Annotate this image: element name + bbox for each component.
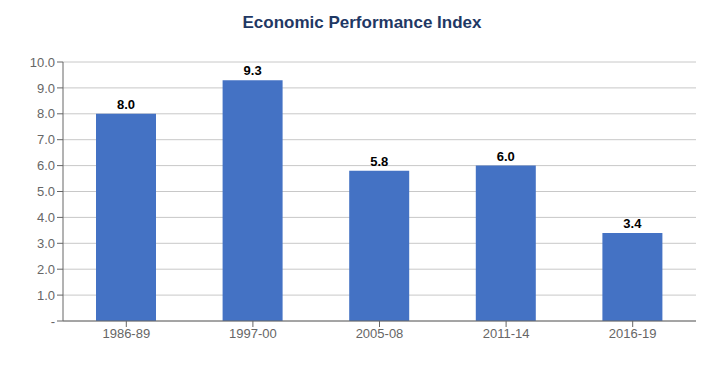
html-text:Economic Performance Index: Economic Performance Index xyxy=(242,13,482,32)
svg-text:2005-08: 2005-08 xyxy=(356,326,404,341)
svg-text:7.0: 7.0 xyxy=(37,132,55,147)
svg-text:5.0: 5.0 xyxy=(37,184,55,199)
svg-text:3.4: 3.4 xyxy=(623,216,642,231)
svg-text:9.0: 9.0 xyxy=(37,81,55,96)
svg-text:10.0: 10.0 xyxy=(30,55,55,70)
svg-text:2.0: 2.0 xyxy=(37,262,55,277)
svg-text:5.8: 5.8 xyxy=(370,154,388,169)
svg-text:6.0: 6.0 xyxy=(37,158,55,173)
svg-text:3.0: 3.0 xyxy=(37,236,55,251)
svg-text:6.0: 6.0 xyxy=(497,149,515,164)
svg-text:1.0: 1.0 xyxy=(37,288,55,303)
svg-text:2011-14: 2011-14 xyxy=(483,326,530,341)
svg-text:9.3: 9.3 xyxy=(244,63,262,78)
svg-text:8.0: 8.0 xyxy=(117,97,135,112)
svg-text:1997-00: 1997-00 xyxy=(229,326,277,341)
svg-text:8.0: 8.0 xyxy=(37,106,55,121)
svg-text:-: - xyxy=(51,314,55,329)
svg-text:1986-89: 1986-89 xyxy=(102,326,150,341)
svg-text:4.0: 4.0 xyxy=(37,210,55,225)
svg-text:2016-19: 2016-19 xyxy=(609,326,657,341)
